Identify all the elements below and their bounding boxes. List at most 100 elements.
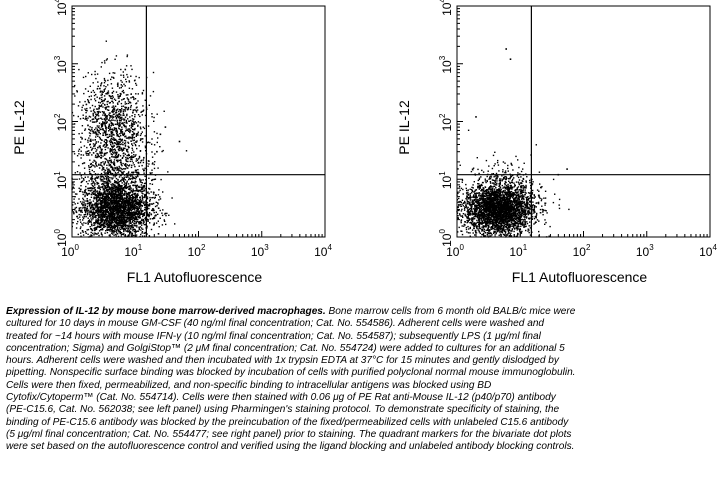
data-point <box>92 232 94 235</box>
data-point <box>128 199 130 201</box>
data-point <box>114 217 117 220</box>
data-point <box>103 162 105 165</box>
data-point <box>123 142 126 145</box>
data-point <box>102 210 105 213</box>
data-point <box>134 220 136 222</box>
data-point <box>121 220 124 222</box>
data-point <box>92 200 95 202</box>
data-point <box>138 212 141 214</box>
data-point <box>136 186 138 188</box>
data-point <box>154 178 157 180</box>
data-point <box>112 72 114 74</box>
data-point <box>117 143 119 145</box>
data-point <box>146 207 149 209</box>
data-point <box>129 195 131 197</box>
data-point <box>111 156 113 158</box>
data-point <box>526 221 528 223</box>
data-point <box>114 58 116 60</box>
data-point <box>95 121 97 123</box>
data-point <box>111 178 113 180</box>
data-point <box>143 220 145 222</box>
data-point <box>116 159 118 161</box>
data-point <box>119 167 121 169</box>
data-point <box>108 203 110 205</box>
data-point <box>115 205 117 207</box>
data-point <box>126 55 128 58</box>
data-point <box>100 219 103 221</box>
data-point <box>114 226 117 228</box>
data-point <box>76 90 78 92</box>
data-point <box>105 189 108 191</box>
data-point <box>119 196 121 198</box>
data-point <box>115 129 118 131</box>
data-point <box>110 141 112 143</box>
outlier-point <box>156 150 158 153</box>
data-point <box>142 179 144 181</box>
data-point <box>88 115 91 118</box>
data-point <box>125 206 127 209</box>
data-point <box>151 138 153 140</box>
data-point <box>91 126 93 129</box>
data-point <box>153 116 155 119</box>
data-point <box>155 214 157 217</box>
data-point <box>131 125 133 127</box>
data-point <box>113 77 115 79</box>
data-point <box>114 149 117 151</box>
data-point <box>143 202 145 205</box>
data-point <box>107 92 110 94</box>
data-point <box>99 128 102 131</box>
data-point <box>114 123 117 125</box>
data-point <box>85 75 87 78</box>
data-point <box>143 196 145 199</box>
data-point <box>104 197 106 199</box>
data-point <box>107 178 109 181</box>
data-point <box>108 140 111 142</box>
data-point <box>105 225 107 228</box>
data-point <box>82 204 84 207</box>
data-point <box>521 189 523 192</box>
data-point <box>118 165 120 168</box>
data-point <box>101 213 103 215</box>
data-point <box>124 185 126 188</box>
data-point <box>137 213 139 216</box>
data-point <box>89 140 91 142</box>
data-point <box>124 191 126 193</box>
data-point <box>133 184 135 187</box>
data-point <box>115 173 118 175</box>
data-point <box>95 136 97 138</box>
data-point <box>120 170 122 172</box>
data-point <box>106 172 108 175</box>
data-point <box>118 95 121 97</box>
data-point <box>468 202 471 204</box>
data-point <box>117 203 119 205</box>
data-point <box>118 197 120 199</box>
data-point <box>120 147 122 150</box>
data-point <box>115 193 117 195</box>
data-point <box>138 207 140 209</box>
data-point <box>110 142 112 144</box>
data-point <box>88 137 90 139</box>
data-point <box>479 222 481 224</box>
data-point <box>142 159 145 161</box>
data-point <box>78 178 81 180</box>
data-point <box>104 193 106 195</box>
data-point <box>108 180 110 182</box>
data-point <box>124 140 127 142</box>
data-point <box>139 202 142 204</box>
data-point <box>90 110 92 112</box>
data-point <box>134 171 137 173</box>
data-point <box>92 204 94 206</box>
data-point <box>104 146 106 148</box>
data-point <box>109 188 111 190</box>
data-point <box>119 221 121 223</box>
data-point <box>141 235 144 237</box>
data-point <box>124 207 127 210</box>
data-point <box>87 117 89 119</box>
data-point <box>115 232 118 234</box>
data-point <box>97 185 100 187</box>
data-point <box>109 218 111 220</box>
data-point <box>74 95 76 97</box>
data-point <box>76 193 78 195</box>
data-point <box>150 203 152 205</box>
data-point <box>127 208 129 210</box>
